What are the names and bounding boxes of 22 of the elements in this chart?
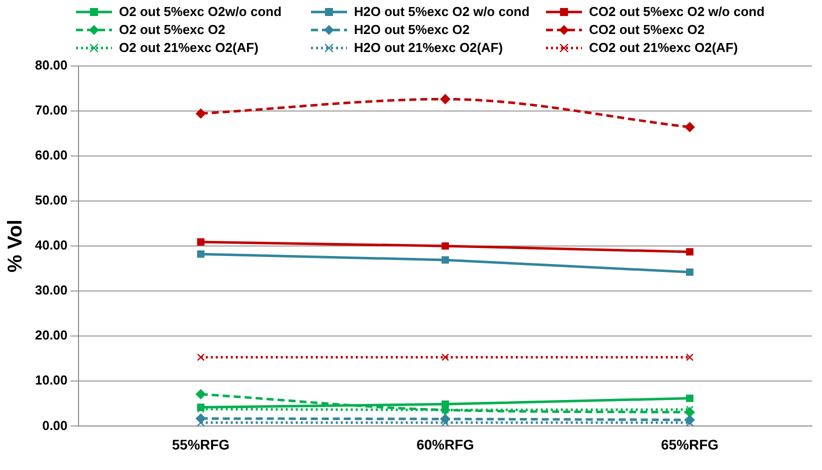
legend-label: H2O out 5%exc O2 w/o cond [354,4,530,19]
y-tick-label: 0.00 [42,418,68,433]
y-axis-title: % Vol [4,220,27,272]
y-tick-label: 50.00 [34,192,68,208]
legend-label: CO2 out 5%exc O2 [589,22,705,37]
x-tick-label: 55%RFG [172,436,230,452]
legend-label: CO2 out 21%exc O2(AF) [589,40,738,55]
legend-label: H2O out 21%exc O2(AF) [354,40,503,55]
y-tick-label: 20.00 [34,328,68,343]
legend-label: O2 out 5%exc O2 [119,22,226,37]
legend-label: O2 out 5%exc O2w/o cond [119,4,282,19]
legend-label: H2O out 5%exc O2 [354,22,470,37]
legend-label: O2 out 21%exc O2(AF) [119,40,258,55]
y-tick-label: 60.00 [34,147,68,162]
y-tick-label: 30.00 [34,282,68,298]
x-tick-label: 60%RFG [416,436,474,452]
x-tick-label: 65%RFG [660,436,719,452]
legend-label: CO2 out 5%exc O2 w/o cond [589,4,765,19]
y-tick-label: 80.00 [34,57,68,72]
y-tick-label: 70.00 [34,102,68,118]
y-tick-label: 10.00 [34,372,68,388]
y-tick-label: 40.00 [34,238,68,253]
